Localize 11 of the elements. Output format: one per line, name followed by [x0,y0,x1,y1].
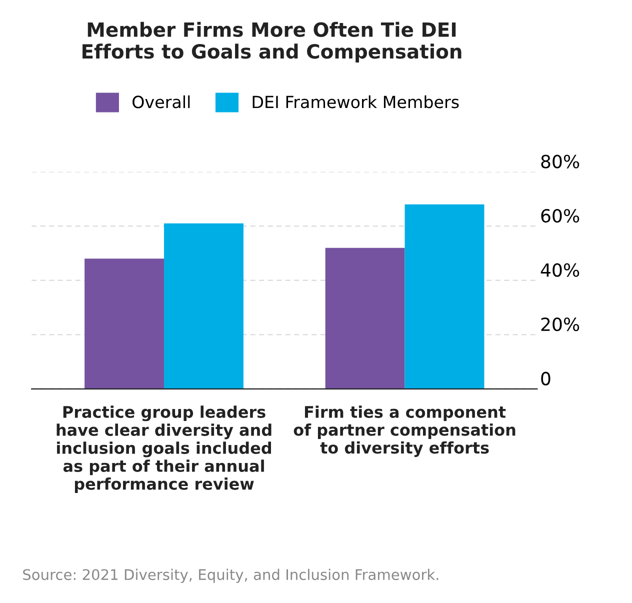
y-tick-label: 60% [541,208,580,223]
y-tick-label: 0 [541,372,550,386]
x-tick-label: Firm ties a component of partner compensation to diversity efforts [294,406,516,457]
y-tick-label: 20% [541,318,580,332]
y-tick-label: 80% [541,154,580,168]
source-note: Source: 2021 Diversity, Equity, and Inclusion Framework. [23,568,438,583]
y-tick-label: 40% [540,263,580,277]
legend-label: Overall [132,95,190,108]
chart-title: Member Firms More Often Tie DEI Efforts to Goals and Compensation [82,22,462,63]
x-tick-label: Practice group leaders have clear diversity and inclusion goals included as part of their annual performance review [56,406,272,493]
legend-label: DEI Framework Members [252,95,459,108]
